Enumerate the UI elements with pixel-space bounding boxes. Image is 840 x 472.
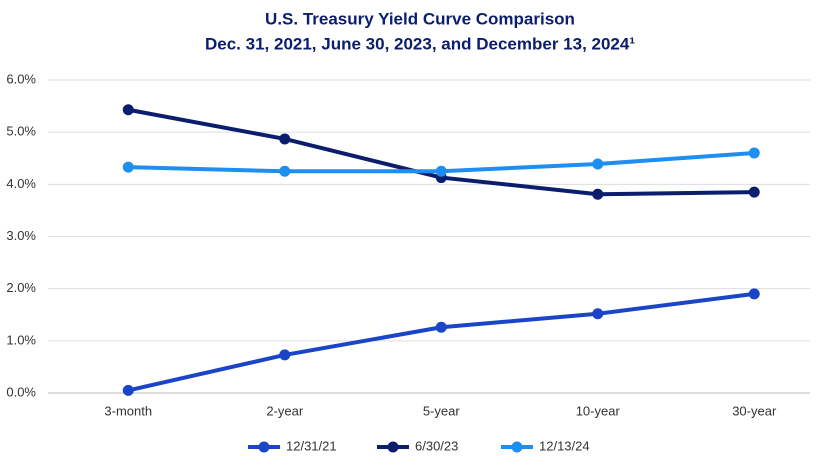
data-point [279, 133, 291, 145]
y-tick-label: 1.0% [6, 332, 36, 347]
chart-subtitle: Dec. 31, 2021, June 30, 2023, and Decemb… [205, 34, 635, 53]
data-point [122, 104, 134, 116]
data-point [279, 165, 291, 177]
y-tick-label: 2.0% [6, 280, 36, 295]
y-tick-label: 0.0% [6, 384, 36, 399]
x-tick-label: 10-year [576, 403, 621, 418]
x-tick-label: 3-month [104, 403, 152, 418]
data-point [435, 321, 447, 333]
y-tick-label: 3.0% [6, 228, 36, 243]
data-point [122, 161, 134, 173]
y-tick-label: 5.0% [6, 124, 36, 139]
data-point [592, 158, 604, 170]
data-point [748, 147, 760, 159]
legend-marker [387, 441, 399, 453]
x-tick-label: 5-year [423, 403, 461, 418]
data-point [748, 186, 760, 198]
x-tick-label: 2-year [266, 403, 304, 418]
legend-marker [258, 441, 270, 453]
data-point [279, 349, 291, 361]
y-tick-label: 4.0% [6, 176, 36, 191]
x-tick-label: 30-year [732, 403, 777, 418]
data-point [592, 308, 604, 320]
series-line [127, 291, 755, 393]
legend-marker [511, 441, 523, 453]
y-tick-label: 6.0% [6, 71, 36, 86]
data-point [748, 288, 760, 300]
data-point [435, 165, 447, 177]
legend-label: 12/31/21 [286, 438, 337, 453]
data-point [592, 188, 604, 200]
data-point [122, 384, 134, 396]
chart-title: U.S. Treasury Yield Curve Comparison [265, 9, 575, 28]
legend-label: 6/30/23 [415, 438, 458, 453]
legend-label: 12/13/24 [539, 438, 590, 453]
